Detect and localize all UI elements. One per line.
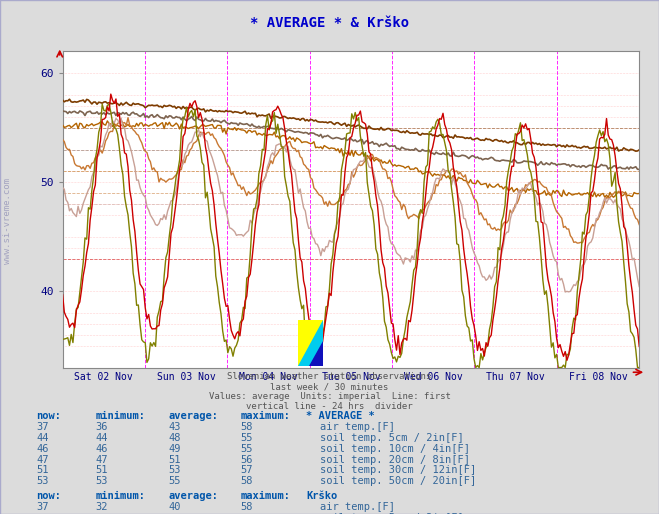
Text: 47: 47 xyxy=(96,454,108,465)
Text: 55: 55 xyxy=(168,476,181,486)
Text: 36: 36 xyxy=(96,422,108,432)
Text: average:: average: xyxy=(168,491,218,501)
Text: -nan: -nan xyxy=(241,512,266,514)
Text: 53: 53 xyxy=(168,465,181,475)
Text: 40: 40 xyxy=(168,502,181,512)
Text: 37: 37 xyxy=(36,422,49,432)
Text: 53: 53 xyxy=(96,476,108,486)
Text: minimum:: minimum: xyxy=(96,411,146,421)
Text: 46: 46 xyxy=(96,444,108,454)
Text: * AVERAGE *: * AVERAGE * xyxy=(306,411,375,421)
Text: 32: 32 xyxy=(96,502,108,512)
Text: 37: 37 xyxy=(36,502,49,512)
Text: air temp.[F]: air temp.[F] xyxy=(320,422,395,432)
Text: -nan: -nan xyxy=(36,512,61,514)
Text: * AVERAGE * & Krško: * AVERAGE * & Krško xyxy=(250,16,409,30)
Text: 49: 49 xyxy=(168,444,181,454)
Text: 55: 55 xyxy=(241,433,253,443)
Text: soil temp. 5cm / 2in[F]: soil temp. 5cm / 2in[F] xyxy=(320,512,464,514)
Text: 56: 56 xyxy=(241,454,253,465)
Text: soil temp. 20cm / 8in[F]: soil temp. 20cm / 8in[F] xyxy=(320,454,471,465)
Text: 46: 46 xyxy=(36,444,49,454)
Text: 58: 58 xyxy=(241,476,253,486)
Text: average:: average: xyxy=(168,411,218,421)
Polygon shape xyxy=(309,341,323,366)
Polygon shape xyxy=(298,320,323,366)
Text: 51: 51 xyxy=(96,465,108,475)
Text: soil temp. 30cm / 12in[F]: soil temp. 30cm / 12in[F] xyxy=(320,465,476,475)
Text: vertical line - 24 hrs  divider: vertical line - 24 hrs divider xyxy=(246,401,413,411)
Text: Values: average  Units: imperial  Line: first: Values: average Units: imperial Line: fi… xyxy=(208,392,451,401)
Text: -nan: -nan xyxy=(168,512,193,514)
Text: last week / 30 minutes: last week / 30 minutes xyxy=(270,382,389,391)
Text: www.si-vreme.com: www.si-vreme.com xyxy=(3,178,13,264)
Text: 44: 44 xyxy=(96,433,108,443)
Polygon shape xyxy=(298,320,323,366)
Text: 55: 55 xyxy=(241,444,253,454)
Text: 53: 53 xyxy=(36,476,49,486)
Text: soil temp. 10cm / 4in[F]: soil temp. 10cm / 4in[F] xyxy=(320,444,471,454)
Text: 51: 51 xyxy=(36,465,49,475)
Text: Slovenian weather station observations: Slovenian weather station observations xyxy=(227,372,432,381)
Text: 51: 51 xyxy=(168,454,181,465)
Text: now:: now: xyxy=(36,411,61,421)
Text: now:: now: xyxy=(36,491,61,501)
Text: minimum:: minimum: xyxy=(96,491,146,501)
Text: 47: 47 xyxy=(36,454,49,465)
Text: 58: 58 xyxy=(241,502,253,512)
Polygon shape xyxy=(298,320,323,366)
Text: 43: 43 xyxy=(168,422,181,432)
Text: 57: 57 xyxy=(241,465,253,475)
Text: 58: 58 xyxy=(241,422,253,432)
Text: soil temp. 5cm / 2in[F]: soil temp. 5cm / 2in[F] xyxy=(320,433,464,443)
Text: maximum:: maximum: xyxy=(241,491,291,501)
Text: soil temp. 50cm / 20in[F]: soil temp. 50cm / 20in[F] xyxy=(320,476,476,486)
Text: Krško: Krško xyxy=(306,491,337,501)
Text: 44: 44 xyxy=(36,433,49,443)
Text: maximum:: maximum: xyxy=(241,411,291,421)
Text: air temp.[F]: air temp.[F] xyxy=(320,502,395,512)
Text: -nan: -nan xyxy=(96,512,121,514)
Text: 48: 48 xyxy=(168,433,181,443)
